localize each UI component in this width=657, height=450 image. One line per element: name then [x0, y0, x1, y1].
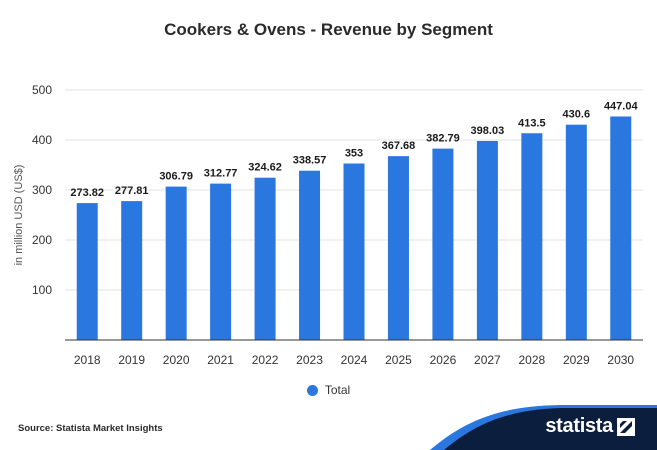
bar-chart: 100 200 300 400 500 in million USD (US$) 273… [13, 83, 643, 367]
chart-title: Cookers & Ovens - Revenue by Segment [164, 20, 493, 39]
y-tick-label: 200 [32, 233, 52, 247]
x-tick-label: 2028 [518, 353, 545, 367]
data-label-2029: 430.6 [563, 109, 591, 121]
x-tick-label: 2018 [74, 353, 101, 367]
x-tick-label: 2030 [607, 353, 634, 367]
footer: Source: Statista Market Insights statist… [0, 405, 657, 450]
data-label-2018: 273.82 [70, 187, 104, 199]
data-label-2030: 447.04 [604, 100, 639, 112]
bar-2022[interactable] [254, 177, 276, 340]
bar-2021[interactable] [210, 183, 232, 340]
x-tick-label: 2027 [474, 353, 501, 367]
data-label-2023: 338.57 [293, 155, 327, 167]
bar-2026[interactable] [432, 148, 454, 340]
data-label-2021: 312.77 [204, 168, 238, 180]
source-text[interactable]: Source: Statista Market Insights [18, 423, 163, 434]
data-label-2026: 382.79 [426, 133, 460, 145]
brand-logo[interactable]: statista [545, 415, 635, 438]
bar-2024[interactable] [343, 163, 365, 341]
data-label-2025: 367.68 [382, 140, 416, 152]
y-axis-ticks: 100 200 300 400 500 [32, 83, 52, 297]
y-axis-label: in million USD (US$) [13, 165, 25, 266]
bar-2019[interactable] [121, 201, 143, 340]
bars [76, 116, 632, 341]
legend[interactable]: Total [0, 383, 657, 397]
x-tick-label: 2019 [118, 353, 145, 367]
bar-2029[interactable] [565, 124, 587, 340]
y-tick-label: 300 [32, 183, 52, 197]
bar-2025[interactable] [387, 156, 409, 340]
data-label-2027: 398.03 [471, 125, 505, 137]
data-label-2020: 306.79 [159, 171, 193, 183]
data-label-2024: 353 [345, 148, 363, 160]
bar-2027[interactable] [476, 140, 498, 340]
data-label-2022: 324.62 [248, 162, 282, 174]
x-tick-label: 2020 [163, 353, 190, 367]
x-tick-label: 2025 [385, 353, 412, 367]
x-tick-label: 2026 [430, 353, 457, 367]
bar-2018[interactable] [76, 203, 98, 340]
legend-marker [306, 384, 318, 396]
data-label-2028: 413.5 [518, 117, 546, 129]
x-axis-ticks: 2018 2019 2020 2021 2022 2023 2024 2025 2026 2027… [74, 353, 635, 367]
legend-label-total: Total [324, 383, 351, 397]
bar-2028[interactable] [521, 133, 543, 340]
footer-wave-shape [430, 405, 657, 450]
x-tick-label: 2022 [252, 353, 279, 367]
brand-name: statista [545, 415, 613, 437]
bar-2020[interactable] [165, 186, 187, 340]
x-tick-label: 2023 [296, 353, 323, 367]
y-tick-label: 100 [32, 283, 52, 297]
y-tick-label: 400 [32, 133, 52, 147]
bar-2023[interactable] [299, 170, 321, 340]
data-labels: 273.82 277.81 306.79 312.77 324.62 338.57 353 3… [70, 100, 638, 199]
statista-logo-icon [617, 417, 635, 436]
bar-2030[interactable] [610, 116, 632, 340]
y-tick-label: 500 [32, 83, 52, 97]
x-tick-label: 2029 [563, 353, 590, 367]
x-tick-label: 2021 [207, 353, 234, 367]
x-tick-label: 2024 [341, 353, 368, 367]
data-label-2019: 277.81 [115, 185, 149, 197]
